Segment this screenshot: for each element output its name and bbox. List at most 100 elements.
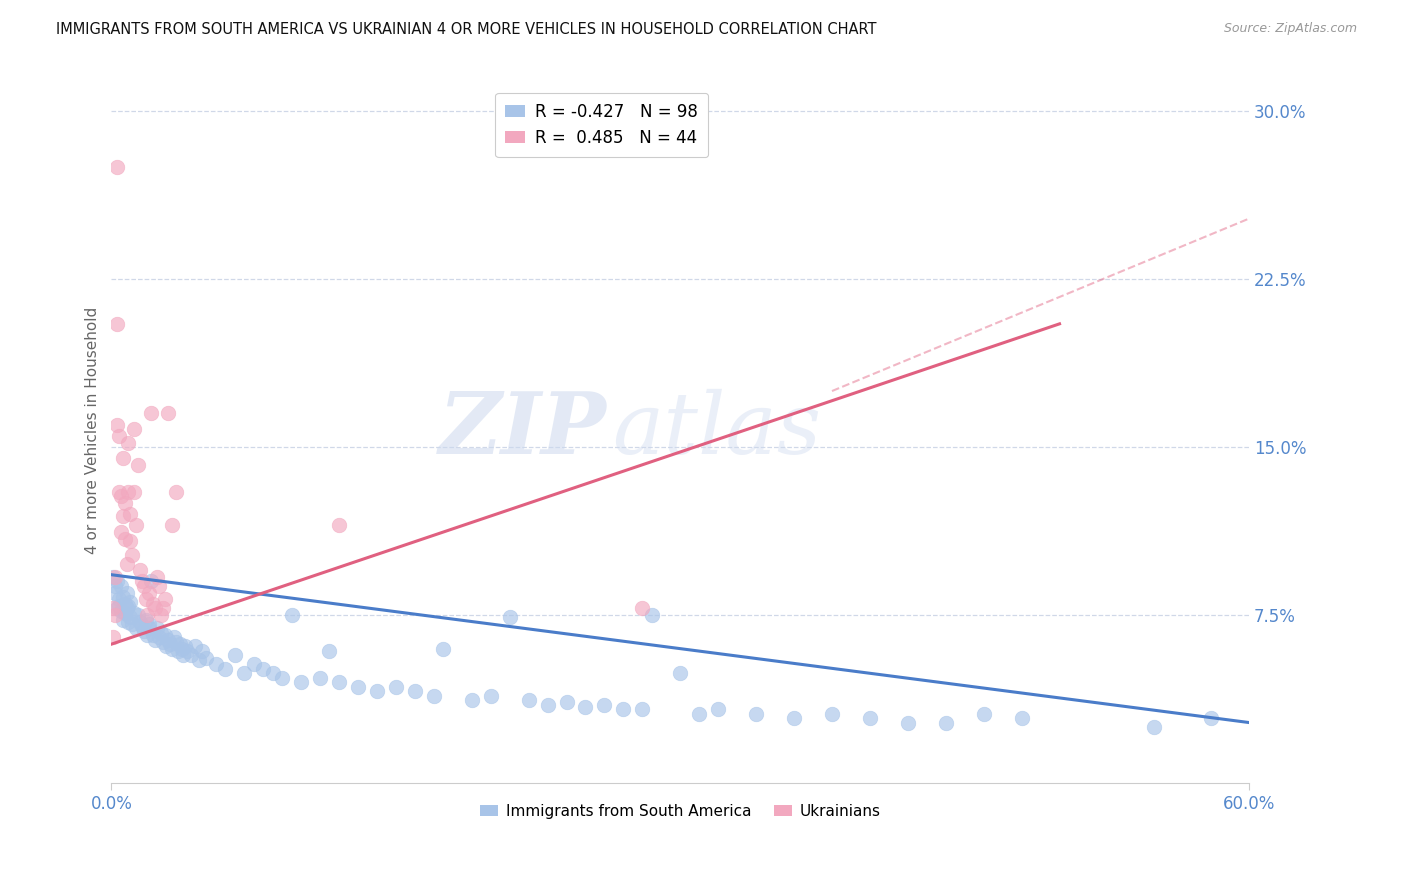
Point [110, 579, 132, 593]
Point [117, 484, 139, 499]
Point [142, 628, 165, 642]
Point [498, 610, 520, 624]
Y-axis label: 4 or more Vehicles in Household: 4 or more Vehicles in Household [86, 307, 100, 554]
Point [120, 610, 142, 624]
Point [115, 557, 138, 571]
Point [127, 458, 149, 472]
Point [127, 608, 149, 623]
Point [347, 680, 370, 694]
Point [114, 532, 136, 546]
Point [138, 622, 160, 636]
Text: IMMIGRANTS FROM SOUTH AMERICA VS UKRAINIAN 4 OR MORE VEHICLES IN HOUSEHOLD CORRE: IMMIGRANTS FROM SOUTH AMERICA VS UKRAINI… [56, 22, 877, 37]
Point [460, 693, 482, 707]
Point [631, 702, 654, 716]
Point [170, 641, 193, 656]
Point [187, 653, 209, 667]
Point [897, 715, 920, 730]
Point [108, 484, 131, 499]
Point [111, 590, 134, 604]
Point [125, 518, 148, 533]
Point [612, 702, 634, 716]
Point [141, 574, 163, 589]
Point [149, 626, 172, 640]
Point [141, 406, 163, 420]
Point [574, 699, 596, 714]
Point [935, 715, 957, 730]
Point [152, 635, 174, 649]
Point [138, 585, 160, 599]
Text: Source: ZipAtlas.com: Source: ZipAtlas.com [1223, 22, 1357, 36]
Point [536, 698, 558, 712]
Point [160, 518, 183, 533]
Point [688, 706, 710, 721]
Point [105, 417, 128, 432]
Point [176, 644, 198, 658]
Point [707, 702, 730, 716]
Point [555, 695, 578, 709]
Point [479, 689, 502, 703]
Point [104, 585, 127, 599]
Point [631, 601, 654, 615]
Point [128, 563, 150, 577]
Point [252, 662, 274, 676]
Point [593, 698, 616, 712]
Point [309, 671, 332, 685]
Point [280, 608, 302, 623]
Point [174, 640, 197, 654]
Point [131, 574, 153, 589]
Point [114, 597, 136, 611]
Point [111, 509, 134, 524]
Point [111, 451, 134, 466]
Point [110, 603, 132, 617]
Point [111, 613, 134, 627]
Point [120, 594, 142, 608]
Point [105, 574, 128, 589]
Point [143, 601, 166, 615]
Point [166, 644, 188, 658]
Point [117, 615, 139, 629]
Point [404, 684, 426, 698]
Point [172, 648, 194, 663]
Point [432, 641, 454, 656]
Point [120, 534, 142, 549]
Point [214, 662, 236, 676]
Point [1011, 711, 1033, 725]
Point [121, 548, 143, 562]
Point [157, 406, 180, 420]
Point [242, 657, 264, 672]
Point [160, 641, 183, 656]
Point [122, 484, 145, 499]
Point [669, 666, 692, 681]
Point [318, 644, 340, 658]
Point [117, 599, 139, 613]
Point [184, 640, 207, 654]
Point [117, 435, 139, 450]
Point [195, 650, 218, 665]
Point [108, 592, 131, 607]
Point [104, 579, 127, 593]
Point [191, 644, 214, 658]
Point [110, 525, 132, 540]
Point [783, 711, 806, 725]
Point [262, 666, 284, 681]
Point [641, 608, 664, 623]
Point [122, 422, 145, 436]
Point [271, 671, 294, 685]
Point [132, 579, 155, 593]
Point [132, 624, 155, 638]
Point [115, 585, 138, 599]
Text: atlas: atlas [612, 389, 821, 472]
Point [103, 601, 125, 615]
Point [131, 619, 153, 633]
Point [114, 606, 136, 620]
Point [423, 689, 446, 703]
Point [121, 617, 143, 632]
Point [104, 608, 127, 623]
Point [859, 711, 882, 725]
Point [143, 632, 166, 647]
Point [159, 637, 181, 651]
Point [103, 631, 125, 645]
Point [328, 675, 350, 690]
Point [328, 518, 350, 533]
Point [128, 615, 150, 629]
